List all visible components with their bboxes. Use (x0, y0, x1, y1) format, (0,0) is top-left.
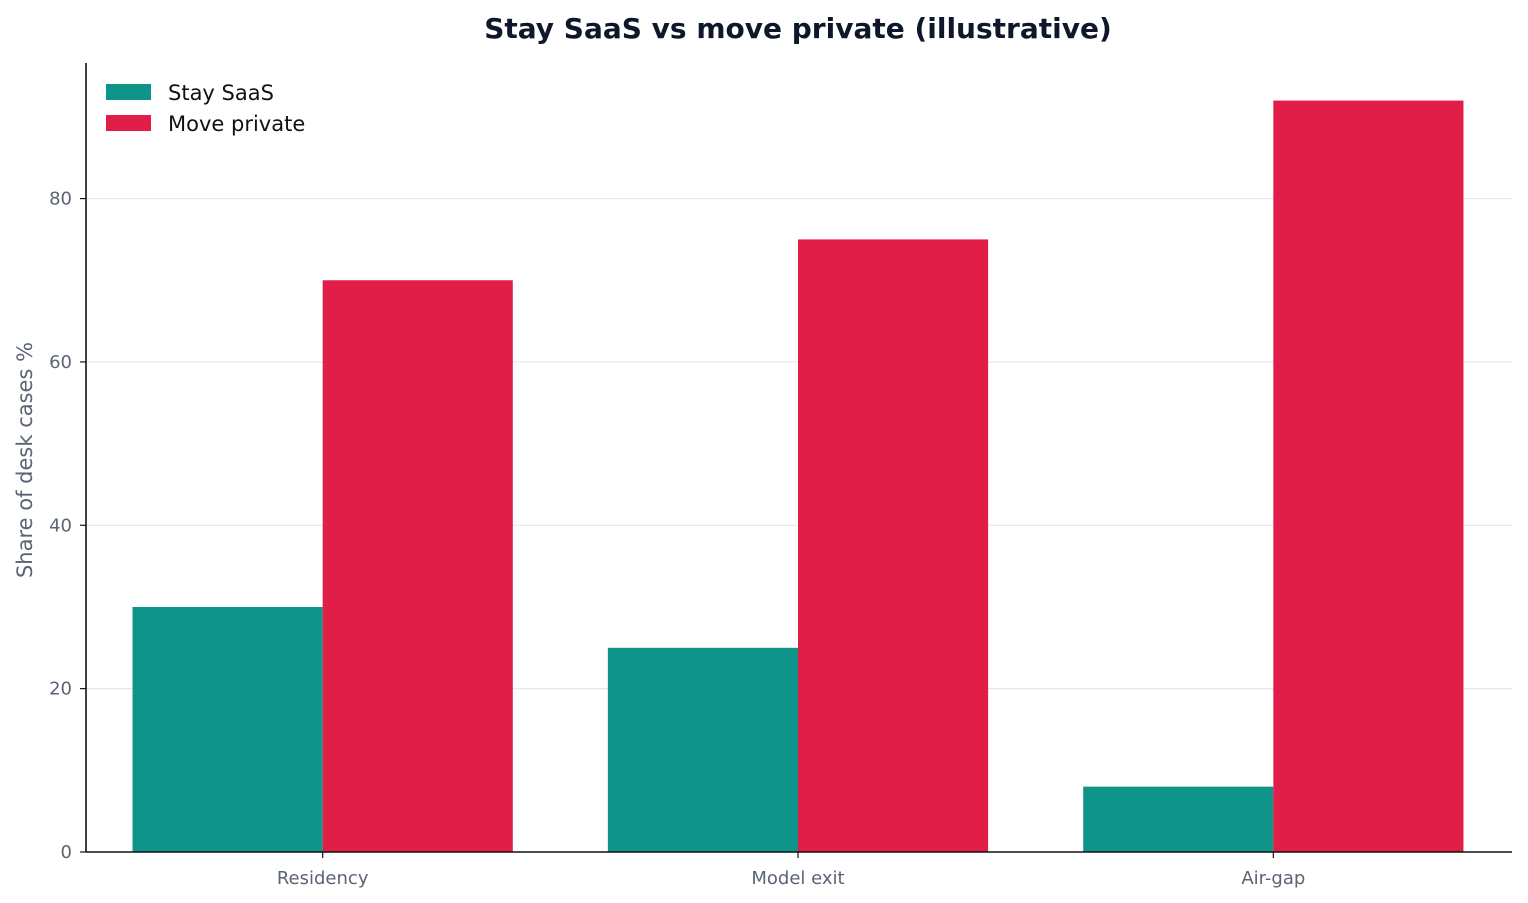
axes (85, 63, 1512, 853)
legend: Stay SaaS Move private (106, 81, 305, 136)
y-tick-label: 40 (49, 515, 72, 536)
y-axis-label: Share of desk cases % (13, 342, 37, 578)
x-tick-label: Residency (277, 868, 369, 889)
y-tick-label: 60 (49, 352, 72, 373)
legend-swatch (106, 84, 151, 100)
chart-title: Stay SaaS vs move private (illustrative) (484, 12, 1112, 45)
bar-move-private (322, 280, 513, 852)
legend-label: Move private (168, 112, 305, 136)
bars (132, 100, 1464, 853)
x-ticks: Residency Model exit Air-gap (277, 852, 1305, 889)
legend-label: Stay SaaS (168, 81, 274, 105)
y-tick-label: 80 (49, 189, 72, 210)
y-tick-label: 20 (49, 679, 72, 700)
x-tick-label: Model exit (751, 868, 844, 889)
bar-stay-saas (132, 606, 323, 852)
bar-stay-saas (607, 647, 798, 852)
legend-swatch (106, 115, 151, 131)
bar-move-private (1273, 100, 1464, 853)
y-tick-label: 0 (61, 842, 72, 863)
bar-move-private (798, 239, 989, 852)
y-ticks: 0 20 40 60 80 (49, 189, 86, 863)
x-tick-label: Air-gap (1241, 868, 1305, 889)
bar-stay-saas (1083, 786, 1274, 852)
